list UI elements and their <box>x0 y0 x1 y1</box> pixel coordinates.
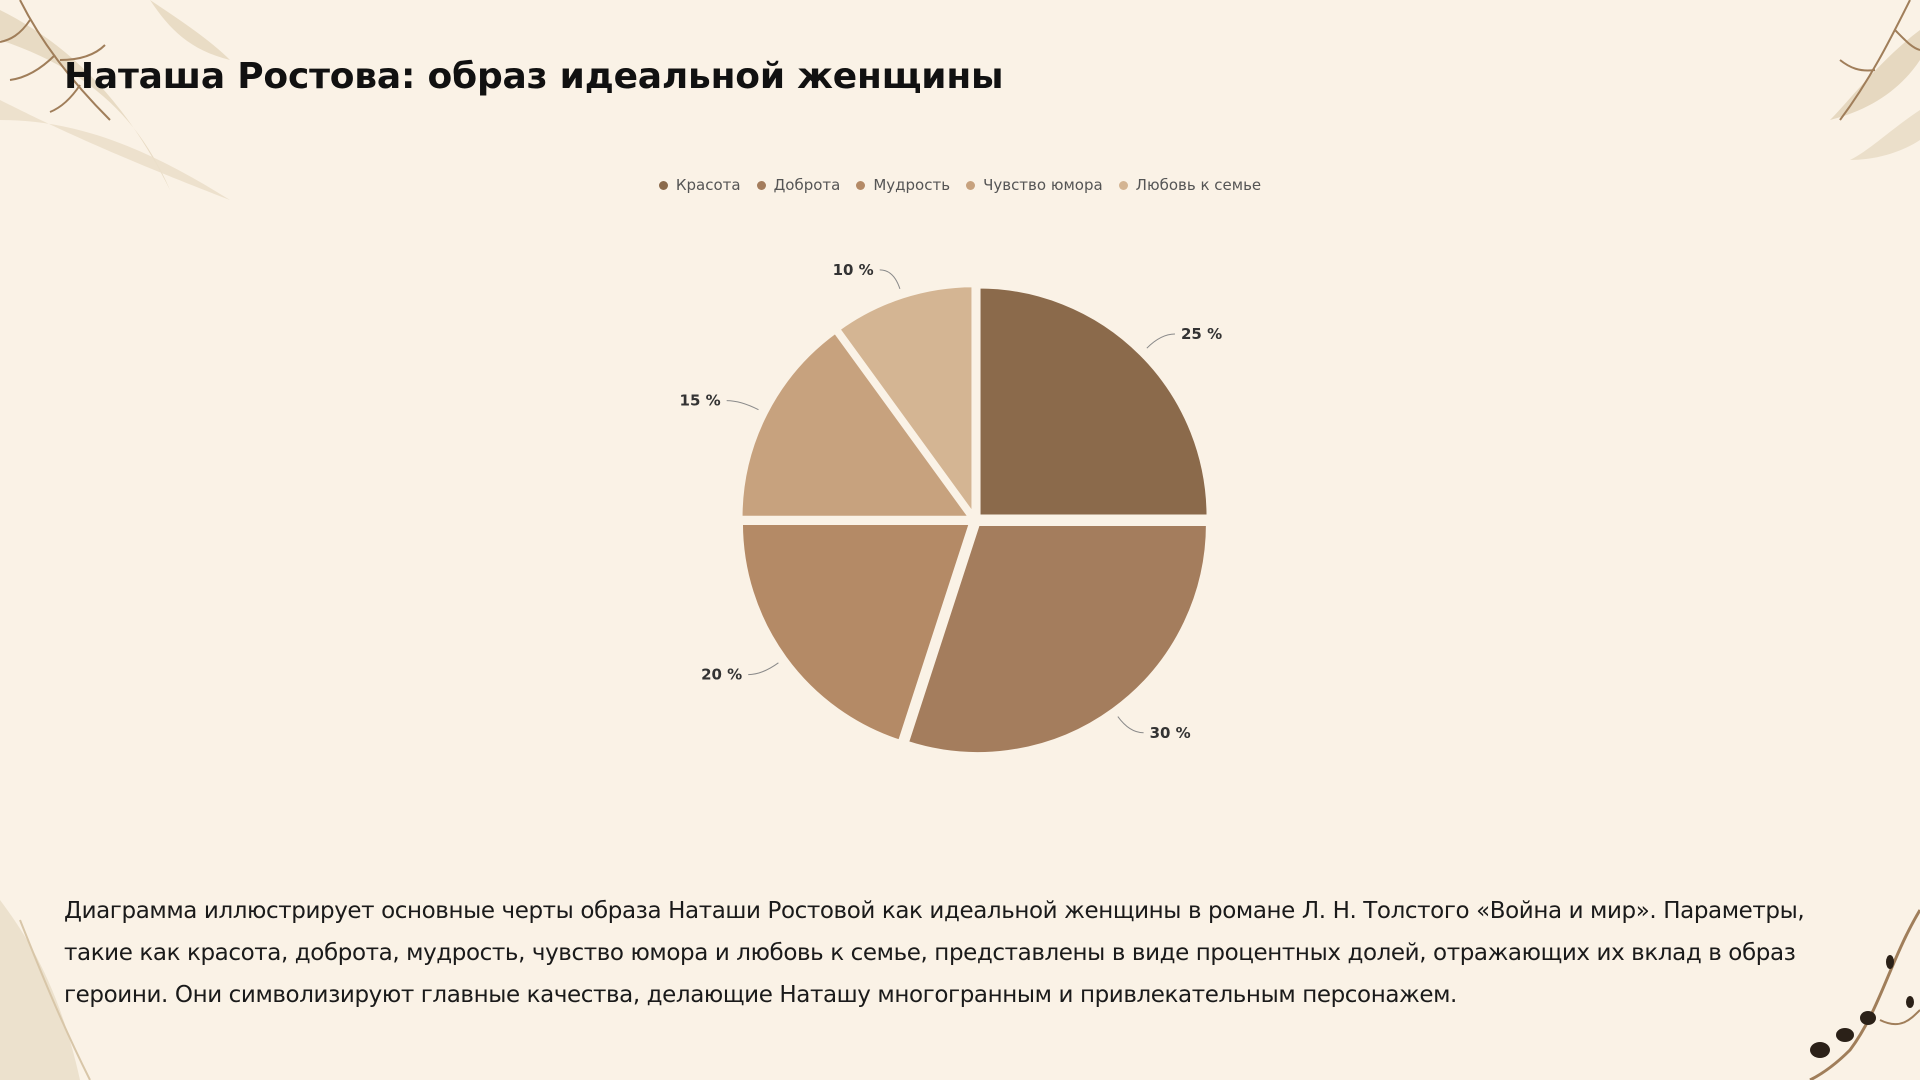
legend-swatch <box>856 180 866 190</box>
legend-label: Красота <box>675 176 741 194</box>
pie-slice <box>738 520 973 744</box>
legend-item: Красота <box>658 176 741 194</box>
legend-swatch <box>966 180 976 190</box>
legend-label: Любовь к семье <box>1135 176 1262 194</box>
chart-legend: Красота Доброта Мудрость Чувство юмора Любов… <box>0 176 1920 194</box>
legend-item: Доброта <box>756 176 841 194</box>
data-label-leader-line <box>726 400 759 411</box>
legend-item: Любовь к семье <box>1118 176 1262 194</box>
slide-description: Диаграмма иллюстрирует основные черты об… <box>64 898 1805 1008</box>
data-label: 30 % <box>1150 724 1191 742</box>
legend-label: Мудрость <box>873 176 951 194</box>
legend-label: Чувство юмора <box>983 176 1103 194</box>
data-label-leader-line <box>1146 333 1175 349</box>
data-label: 10 % <box>833 261 874 279</box>
data-label: 20 % <box>701 666 742 684</box>
pie-slice <box>904 522 1210 757</box>
legend-swatch <box>1118 180 1128 190</box>
pie-slice <box>976 284 1211 519</box>
data-label-leader-line <box>879 269 901 290</box>
pie-slice <box>738 329 973 520</box>
data-label: 25 % <box>1181 325 1222 343</box>
slide-title: Наташа Ростова: образ идеальной женщины <box>64 56 1004 97</box>
data-label: 15 % <box>680 392 721 410</box>
legend-item: Чувство юмора <box>966 176 1103 194</box>
legend-swatch <box>658 180 668 190</box>
pie-slice <box>836 283 976 518</box>
legend-label: Доброта <box>773 176 841 194</box>
data-label-leader-line <box>748 662 779 676</box>
data-label-leader-line <box>1117 716 1144 734</box>
legend-item: Мудрость <box>856 176 950 194</box>
legend-swatch <box>756 180 766 190</box>
